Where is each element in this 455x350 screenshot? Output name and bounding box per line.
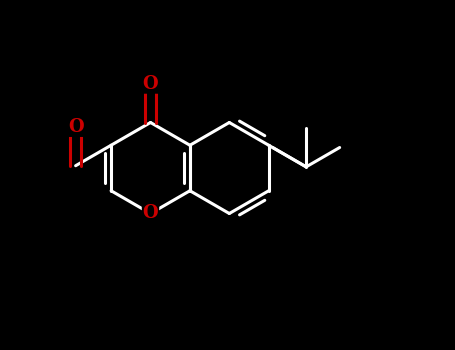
Text: O: O xyxy=(143,75,158,93)
Text: O: O xyxy=(143,204,158,223)
Text: O: O xyxy=(68,118,83,136)
